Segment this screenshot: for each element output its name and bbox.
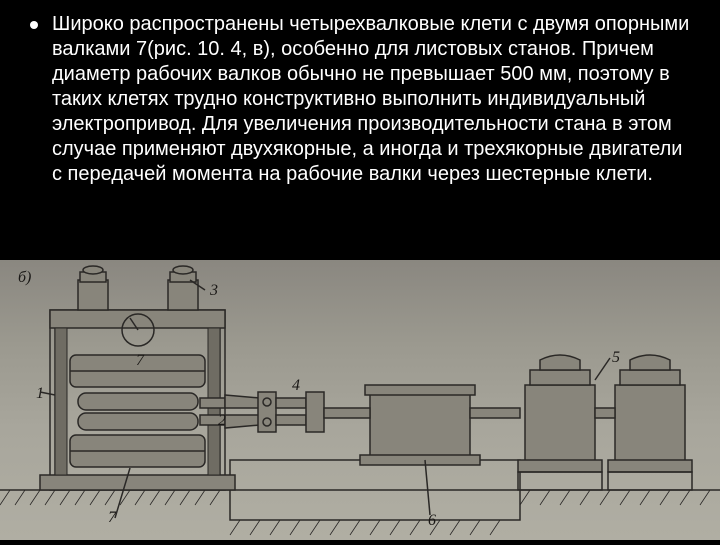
diagram-label-2: 2 — [218, 412, 226, 429]
bullet-icon — [30, 21, 38, 29]
diagram-label-5: 5 — [612, 349, 620, 366]
diagram-label-6: 6 — [428, 512, 436, 529]
slide-content: Широко распространены четырехвалковые кл… — [0, 0, 720, 187]
diagram-label-b: б) — [18, 269, 31, 286]
diagram-label-3: 3 — [209, 282, 218, 299]
diagram-label-7-top: 7 — [136, 352, 145, 369]
bullet-text-block: Широко распространены четырехвалковые кл… — [30, 12, 690, 187]
main-paragraph: Широко распространены четырехвалковые кл… — [52, 12, 690, 187]
mechanical-diagram: б) 1 3 7 2 4 5 6 7 — [0, 260, 720, 540]
diagram-label-4: 4 — [292, 377, 300, 394]
diagram-label-1: 1 — [36, 385, 44, 402]
diagram-svg: б) 1 3 7 2 4 5 6 7 — [0, 260, 720, 540]
